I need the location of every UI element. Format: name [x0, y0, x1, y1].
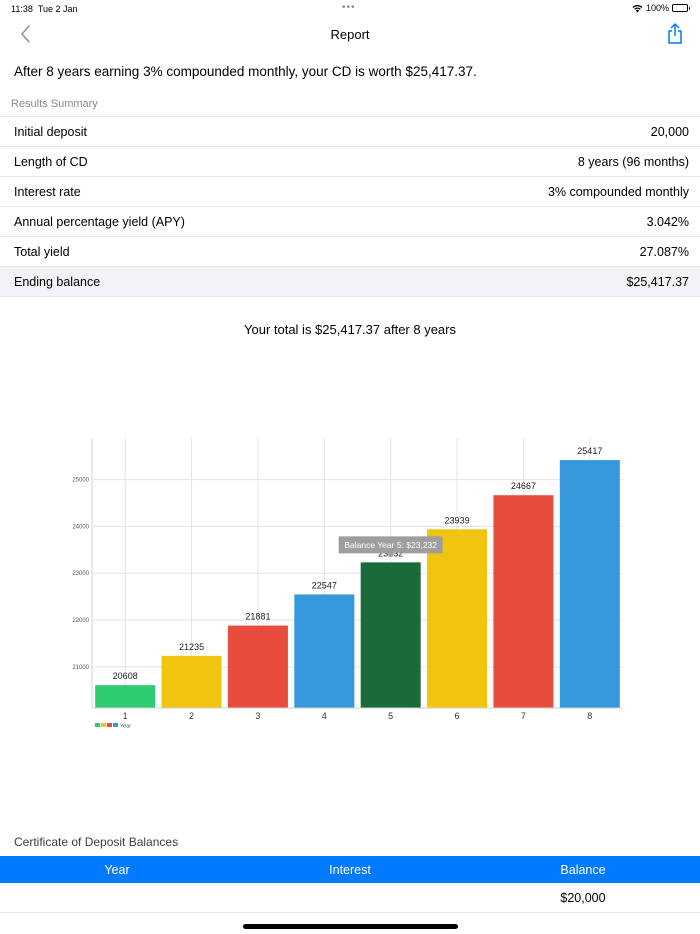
row-value: $25,417.37 [626, 274, 689, 289]
legend-swatch [113, 723, 118, 727]
bar-value-label: 23939 [445, 515, 470, 525]
summary-row-length: Length of CD 8 years (96 months) [0, 146, 700, 176]
bar-value-label: 21235 [179, 642, 204, 652]
results-summary-table: Initial deposit 20,000 Length of CD 8 ye… [0, 116, 700, 297]
bar-value-label: 20608 [113, 671, 138, 681]
y-tick-label: 24000 [72, 524, 89, 530]
total-caption: Your total is $25,417.37 after 8 years [244, 322, 456, 337]
navigation-bar: Report [0, 18, 700, 50]
x-tick-label: 1 [123, 711, 128, 721]
x-tick-label: 4 [322, 711, 327, 721]
row-label: Length of CD [14, 154, 88, 169]
column-header-year[interactable]: Year [104, 862, 130, 877]
row-label: Annual percentage yield (APY) [14, 214, 185, 229]
summary-row-apy: Annual percentage yield (APY) 3.042% [0, 206, 700, 236]
row-value: 20,000 [650, 124, 689, 139]
chart-bar[interactable] [161, 655, 222, 708]
legend-label: Year [120, 724, 131, 730]
y-tick-label: 25000 [72, 478, 89, 484]
legend-swatch [95, 723, 100, 727]
legend-swatch [101, 723, 106, 727]
y-tick-label: 23000 [72, 571, 89, 577]
battery-percent: 100% [645, 3, 669, 13]
chevron-left-icon[interactable] [16, 24, 36, 44]
page-title: Report [330, 27, 370, 42]
cell-balance: $20,000 [560, 890, 606, 905]
x-tick-label: 5 [388, 711, 393, 721]
column-header-balance[interactable]: Balance [560, 862, 606, 877]
x-tick-label: 2 [189, 711, 194, 721]
x-tick-label: 3 [255, 711, 260, 721]
row-label: Initial deposit [14, 124, 87, 139]
bar-value-label: 24667 [511, 481, 536, 491]
results-summary-label: Results Summary [11, 98, 98, 110]
row-label: Interest rate [14, 184, 81, 199]
cd-balances-title: Certificate of Deposit Balances [14, 835, 179, 849]
row-value: 8 years (96 months) [577, 154, 689, 169]
balance-bar-chart[interactable]: 21000 22000 23000 24000 25000 20608 1 21235 2 218… [0, 430, 700, 740]
chart-bar[interactable] [360, 562, 421, 708]
share-icon[interactable] [666, 23, 684, 45]
battery-icon [672, 4, 690, 12]
chart-bar[interactable] [294, 594, 355, 708]
status-time: 11:38 Tue 2 Jan [11, 4, 78, 14]
tooltip-pointer [386, 553, 395, 558]
x-tick-label: 8 [587, 711, 592, 721]
home-indicator[interactable] [243, 924, 458, 929]
summary-row-interest-rate: Interest rate 3% compounded monthly [0, 176, 700, 206]
y-tick-label: 22000 [72, 618, 89, 624]
chart-bar[interactable] [427, 529, 488, 708]
wifi-icon [632, 4, 643, 12]
bar-value-label: 21881 [245, 612, 270, 622]
summary-row-ending-balance: Ending balance $25,417.37 [0, 266, 700, 296]
bar-value-label: 22547 [312, 580, 337, 590]
chart-canvas[interactable]: 21000 22000 23000 24000 25000 20608 1 21235 2 218… [0, 430, 700, 740]
legend-swatch [107, 723, 112, 727]
tooltip-text: Balance Year 5: $23,232 [344, 540, 437, 550]
row-value: 3% compounded monthly [547, 184, 689, 199]
status-bar: 11:38 Tue 2 Jan ••• 100% [0, 0, 700, 18]
column-header-interest[interactable]: Interest [329, 862, 371, 877]
row-label: Ending balance [14, 274, 101, 289]
summary-row-total-yield: Total yield 27.087% [0, 236, 700, 266]
chart-bar[interactable] [493, 495, 554, 708]
chart-bar[interactable] [227, 625, 288, 708]
status-right: 100% [632, 3, 690, 13]
bar-value-label: 25417 [577, 446, 602, 456]
table-row: $20,000 [0, 883, 700, 913]
chart-tooltip [338, 536, 443, 554]
x-tick-label: 6 [455, 711, 460, 721]
y-tick-label: 21000 [72, 665, 89, 671]
balances-table-header: Year Interest Balance [0, 856, 700, 883]
chart-bar[interactable] [559, 460, 620, 708]
row-value: 27.087% [639, 244, 689, 259]
result-headline: After 8 years earning 3% compounded mont… [14, 64, 477, 79]
row-value: 3.042% [646, 214, 689, 229]
multitask-dots[interactable]: ••• [342, 2, 356, 13]
summary-row-initial-deposit: Initial deposit 20,000 [0, 116, 700, 146]
row-label: Total yield [14, 244, 70, 259]
x-tick-label: 7 [521, 711, 526, 721]
chart-bar[interactable] [95, 685, 156, 708]
